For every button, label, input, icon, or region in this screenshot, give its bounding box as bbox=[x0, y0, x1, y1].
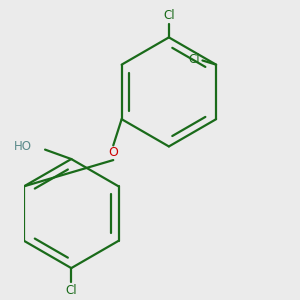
Text: Cl: Cl bbox=[189, 53, 200, 66]
Text: Cl: Cl bbox=[65, 284, 77, 297]
Text: O: O bbox=[108, 146, 118, 159]
Text: Cl: Cl bbox=[163, 9, 175, 22]
Text: HO: HO bbox=[14, 140, 32, 153]
